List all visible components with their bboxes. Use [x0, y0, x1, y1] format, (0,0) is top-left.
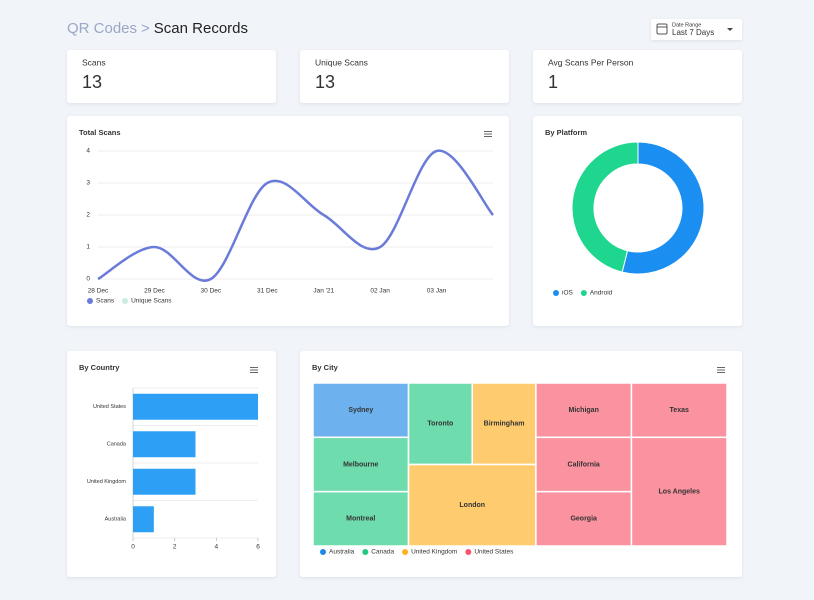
x-tick-label: 6 — [256, 544, 260, 551]
treemap-label: California — [568, 461, 600, 468]
x-tick-label: 03 Jan — [427, 288, 447, 295]
y-tick-label: 3 — [86, 180, 90, 187]
breadcrumb-section[interactable]: QR Codes — [67, 20, 137, 37]
bar — [133, 393, 258, 420]
legend-label: Australia — [329, 549, 355, 556]
donut-slice — [571, 141, 639, 273]
x-tick-label: 02 Jan — [370, 288, 390, 295]
x-tick-label: 28 Dec — [88, 288, 109, 295]
treemap-label: Texas — [670, 407, 689, 414]
y-tick-label: 2 — [86, 212, 90, 219]
stat-label: Scans — [82, 57, 106, 67]
menu-icon[interactable] — [250, 367, 258, 373]
y-tick-label: United Kingdom — [87, 479, 127, 485]
x-tick-label: 30 Dec — [201, 288, 222, 295]
date-range-label: Date Range — [672, 22, 701, 28]
legend-marker — [553, 290, 559, 296]
treemap-cell — [630, 382, 728, 439]
legend-marker — [122, 298, 129, 304]
x-tick-label: 29 Dec — [144, 288, 165, 295]
chart-title: Total Scans — [79, 128, 121, 137]
x-tick-label: 31 Dec — [257, 288, 278, 295]
date-range-box[interactable] — [651, 19, 742, 40]
x-tick-label: 0 — [131, 544, 135, 551]
legend-marker — [362, 549, 369, 555]
x-tick-label: 4 — [215, 544, 219, 551]
bar — [133, 431, 196, 458]
menu-icon[interactable] — [484, 131, 492, 137]
donut-slice — [621, 141, 705, 275]
treemap-label: Birmingham — [484, 421, 525, 428]
chart-title: By Country — [79, 363, 120, 372]
treemap-cell — [630, 436, 728, 547]
bar — [133, 506, 154, 533]
stat-value: 13 — [82, 72, 102, 92]
page-title: Scan Records — [154, 20, 248, 37]
treemap-label: Georgia — [570, 516, 597, 523]
legend-marker — [402, 549, 409, 555]
treemap-label: Sydney — [348, 407, 373, 414]
breadcrumb-separator: > — [141, 20, 150, 37]
menu-icon[interactable] — [717, 367, 725, 373]
legend-label: iOS — [562, 290, 574, 297]
treemap-cell — [535, 382, 633, 439]
legend-label: Canada — [371, 549, 394, 556]
date-range-picker[interactable]: Date Range Last 7 Days — [651, 19, 742, 40]
treemap-label: Melbourne — [343, 461, 378, 468]
legend-label: Unique Scans — [131, 298, 172, 305]
stat-card — [67, 50, 276, 103]
y-tick-label: 1 — [86, 244, 90, 251]
treemap-label: Michigan — [569, 407, 599, 414]
treemap-cell — [407, 463, 537, 547]
legend-marker — [87, 298, 93, 304]
treemap-label: Montreal — [346, 516, 375, 523]
y-tick-label: 0 — [86, 276, 90, 283]
chart-title: By Platform — [545, 128, 587, 137]
stat-label: Unique Scans — [315, 57, 368, 67]
treemap-cell — [535, 436, 633, 493]
stat-label: Avg Scans Per Person — [548, 57, 634, 67]
x-tick-label: Jan '21 — [313, 288, 334, 295]
legend-marker — [320, 549, 326, 555]
treemap-label: London — [459, 502, 485, 509]
chart-card — [67, 351, 276, 577]
legend-label: United States — [474, 549, 514, 556]
calendar-icon — [656, 23, 668, 35]
y-tick-label: Canada — [107, 442, 127, 448]
legend-marker — [465, 549, 472, 555]
line-series — [97, 149, 494, 282]
legend-label: United Kingdom — [411, 549, 457, 556]
stat-card — [533, 50, 742, 103]
y-tick-label: 4 — [86, 148, 90, 155]
breadcrumb: QR Codes > Scan Records — [67, 20, 248, 37]
stat-value: 1 — [548, 72, 558, 92]
stat-value: 13 — [315, 72, 335, 92]
legend-label: Android — [590, 290, 613, 297]
y-tick-label: Australia — [105, 517, 127, 523]
treemap-cell — [407, 382, 473, 466]
x-tick-label: 2 — [173, 544, 177, 551]
chart-card — [67, 116, 509, 326]
treemap-label: Los Angeles — [659, 489, 700, 496]
chart-title: By City — [312, 363, 339, 372]
y-tick-label: United States — [93, 404, 126, 410]
stat-card — [300, 50, 509, 103]
bar — [133, 468, 196, 495]
date-range-value: Last 7 Days — [672, 28, 714, 37]
treemap-cell — [535, 490, 633, 547]
legend-marker — [580, 290, 587, 296]
treemap-label: Toronto — [427, 421, 453, 428]
dropdown-arrow — [727, 28, 733, 31]
menu-icons[interactable] — [250, 131, 725, 373]
legend-label: Scans — [96, 298, 115, 305]
